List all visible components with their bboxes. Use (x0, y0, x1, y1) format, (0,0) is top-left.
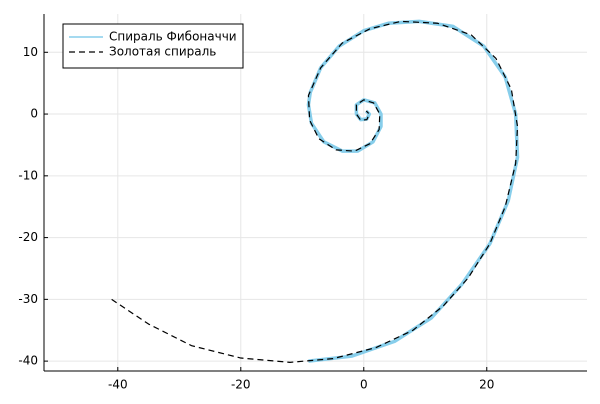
line-series (111, 20, 519, 363)
y-tick-label: 0 (30, 107, 38, 121)
legend-box (62, 23, 244, 69)
x-tick-label: -40 (108, 378, 128, 392)
y-tick-label: -10 (18, 168, 38, 182)
x-tick-label: -20 (231, 378, 251, 392)
y-tick-label: -30 (18, 292, 38, 306)
legend-label: Спираль Фибоначчи (109, 30, 237, 44)
y-tick-label: 10 (23, 45, 38, 59)
y-tick-label: -20 (18, 230, 38, 244)
x-tick-label: 0 (360, 378, 368, 392)
y-tick-label: -40 (18, 354, 38, 368)
legend-label: Золотая спираль (109, 45, 216, 59)
line-series (306, 19, 520, 363)
x-tick-label: 20 (479, 378, 494, 392)
